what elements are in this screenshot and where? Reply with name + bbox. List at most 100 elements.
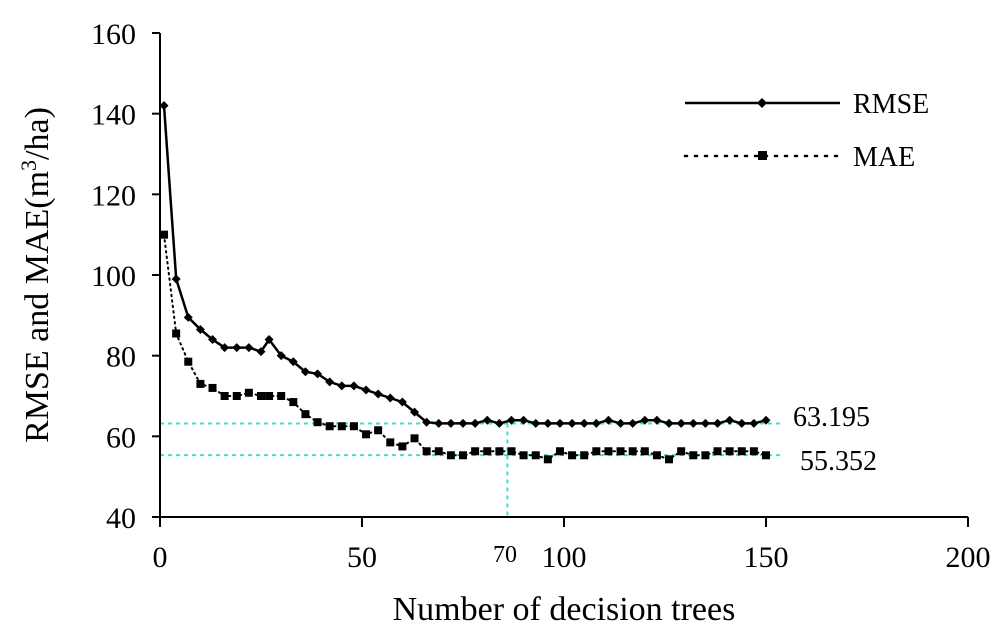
legend-label-rmse: RMSE: [853, 89, 929, 120]
y-tick-label: 120: [91, 179, 136, 212]
y-tick-label: 160: [91, 18, 136, 51]
point-rmse: [300, 367, 310, 377]
point-rmse: [410, 407, 420, 417]
legend-item-mae: MAE: [683, 142, 915, 173]
legend-item-rmse: RMSE: [685, 89, 929, 120]
y-tick-label: 60: [106, 421, 136, 454]
point-mae: [349, 422, 358, 431]
y-tick-label: 140: [91, 99, 136, 132]
y-tick-label: 40: [106, 502, 136, 535]
point-rmse: [349, 381, 359, 391]
point-rmse: [422, 417, 432, 427]
point-rmse: [725, 415, 735, 425]
point-mae: [762, 451, 770, 460]
point-rmse: [652, 415, 662, 425]
point-mae: [232, 392, 241, 400]
point-rmse: [616, 418, 626, 428]
point-rmse: [470, 418, 480, 428]
point-rmse: [337, 381, 347, 391]
tick-marks: 0 50 100 150 200 40 60 80 100 120 140 160: [91, 18, 991, 574]
point-rmse: [195, 324, 205, 334]
point-mae: [555, 447, 564, 456]
x-tick-label: 50: [347, 541, 377, 574]
point-mae: [580, 451, 589, 460]
point-mae: [725, 447, 734, 456]
guide-lines: [160, 422, 780, 517]
point-rmse: [555, 418, 565, 428]
point-mae: [652, 451, 661, 460]
point-rmse: [482, 415, 492, 425]
point-rmse: [458, 418, 468, 428]
selected-tree-count-label: 70: [493, 542, 517, 568]
point-mae: [628, 447, 637, 456]
point-mae: [737, 447, 746, 456]
point-mae: [277, 392, 286, 400]
point-rmse: [244, 343, 254, 353]
point-rmse: [603, 415, 613, 425]
point-rmse: [688, 418, 698, 428]
point-mae: [616, 447, 625, 456]
point-mae: [483, 447, 492, 456]
point-rmse: [256, 347, 266, 357]
point-mae: [301, 410, 310, 419]
point-mae: [459, 451, 467, 460]
point-rmse: [676, 418, 686, 428]
point-mae: [568, 451, 577, 460]
point-rmse: [749, 418, 759, 428]
point-mae: [265, 392, 274, 400]
point-rmse: [737, 418, 747, 428]
point-mae: [196, 379, 205, 388]
point-rmse: [567, 418, 577, 428]
point-mae: [374, 426, 383, 435]
point-rmse: [591, 418, 601, 428]
point-mae: [208, 383, 217, 392]
point-mae: [337, 422, 346, 431]
point-rmse: [494, 418, 504, 428]
point-rmse: [361, 385, 371, 395]
x-tick-label: 200: [946, 541, 991, 574]
mae-annotation: 55.352: [800, 446, 877, 477]
point-mae: [244, 388, 253, 397]
point-rmse: [159, 101, 169, 111]
point-mae: [434, 447, 443, 456]
point-mae: [313, 418, 322, 427]
point-mae: [398, 442, 407, 451]
point-rmse: [506, 415, 516, 425]
point-mae: [257, 392, 265, 400]
point-rmse: [446, 418, 456, 428]
point-mae: [220, 392, 229, 400]
legend-label-mae: MAE: [853, 142, 915, 173]
point-rmse: [713, 418, 723, 428]
point-rmse: [276, 351, 286, 361]
point-mae: [160, 230, 169, 239]
series-line-rmse: [162, 105, 767, 425]
point-mae: [410, 434, 419, 443]
point-rmse: [519, 415, 529, 425]
point-rmse: [232, 343, 242, 353]
point-mae: [495, 447, 504, 456]
point-mae: [701, 451, 710, 460]
point-rmse: [373, 389, 383, 399]
series-mae: [160, 230, 770, 464]
point-mae: [665, 455, 674, 464]
legend: RMSE MAE: [683, 89, 929, 173]
point-mae: [325, 422, 334, 431]
point-rmse: [208, 335, 218, 345]
x-tick-label: 150: [744, 541, 789, 574]
point-rmse: [397, 397, 407, 407]
point-rmse: [700, 418, 710, 428]
point-rmse: [579, 418, 589, 428]
point-mae: [677, 447, 686, 456]
point-mae: [592, 447, 601, 456]
point-mae: [362, 430, 371, 439]
point-mae: [446, 451, 455, 460]
point-mae: [289, 398, 298, 407]
point-mae: [184, 357, 193, 366]
x-axis-title: Number of decision trees: [393, 591, 736, 628]
series-layer: [159, 101, 771, 464]
point-mae: [471, 447, 480, 456]
point-mae: [507, 447, 516, 456]
point-mae: [689, 451, 698, 460]
point-mae: [640, 447, 649, 456]
axes: [159, 33, 968, 518]
